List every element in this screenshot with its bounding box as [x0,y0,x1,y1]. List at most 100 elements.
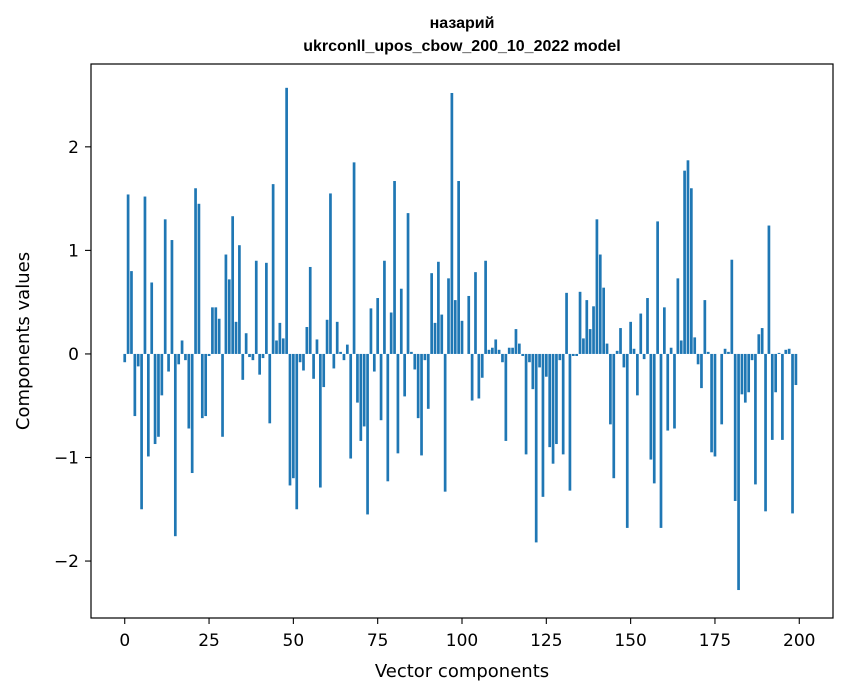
bar-146 [615,350,619,354]
bar-48 [285,87,288,354]
bar-74 [372,353,376,372]
bar-63 [335,321,339,354]
bar-60 [325,319,329,354]
bar-122 [534,353,538,543]
bar-88 [420,353,423,456]
bar-97 [450,92,454,354]
bar-34 [238,245,241,354]
bar-58 [319,353,322,488]
bar-27 [214,307,218,354]
bar-189 [760,328,764,354]
bar-6 [143,196,147,354]
bar-160 [663,307,666,354]
bar-8 [150,282,154,354]
bar-102 [467,295,471,354]
bar-49 [288,353,292,486]
bar-144 [609,353,612,425]
bar-120 [528,353,531,363]
bar-62 [332,353,336,369]
bar-171 [700,353,703,389]
bar-140 [595,219,599,354]
bar-145 [612,353,616,479]
bar-178 [723,348,727,354]
bar-106 [480,353,484,378]
y-axis-label: Components values [13,252,34,430]
bar-107 [484,260,487,354]
bar-151 [632,348,636,354]
bar-92 [433,322,437,354]
chart-title-line-1: назарий [430,15,495,32]
bar-161 [666,353,670,431]
bar-117 [517,343,521,354]
bar-167 [686,160,690,354]
bar-90 [426,353,430,409]
bar-78 [386,353,390,482]
bar-13 [167,353,170,372]
bar-115 [511,347,514,354]
bar-30 [224,254,228,354]
bar-59 [322,353,326,388]
bar-104 [474,272,477,354]
bar-195 [781,353,784,440]
bar-47 [281,338,285,354]
bar-196 [784,349,788,354]
bar-134 [575,353,579,357]
bar-68 [352,162,356,354]
bar-52 [298,353,302,363]
bar-137 [585,300,589,354]
bar-46 [278,322,282,354]
bar-130 [561,353,565,455]
bar-166 [683,170,686,354]
bar-197 [787,348,791,354]
bar-40 [258,353,261,375]
x-axis-ticks: 0 25 50 75 100 125 150 175 200 [119,618,815,651]
bar-136 [582,338,585,354]
bar-199 [794,353,798,386]
x-tick-label: 200 [783,631,815,651]
bar-20 [190,353,194,474]
bar-143 [605,343,609,354]
bar-129 [558,353,562,361]
bar-64 [339,351,342,354]
x-tick-label: 125 [530,631,562,651]
x-tick-label: 75 [367,631,389,651]
bar-54 [305,327,309,354]
bar-175 [713,353,717,457]
bar-113 [504,353,508,441]
bar-165 [679,340,683,354]
bar-17 [180,340,184,354]
bar-41 [261,353,265,359]
bar-155 [646,298,649,354]
bar-80 [393,181,396,354]
bar-132 [568,353,572,491]
bar-111 [497,349,501,354]
bar-187 [754,353,757,485]
bar-67 [349,353,353,459]
bar-18 [184,353,187,361]
bar-61 [329,193,332,354]
bar-36 [244,333,248,354]
bar-31 [227,279,231,354]
bar-14 [170,240,174,354]
bar-103 [470,353,474,401]
bar-93 [437,261,440,354]
bar-182 [737,353,740,591]
bar-131 [565,292,568,354]
x-tick-label: 50 [283,631,305,651]
bar-123 [538,353,541,368]
bar-32 [231,216,235,354]
bar-193 [774,353,778,393]
bar-156 [649,353,653,460]
bar-23 [200,353,204,419]
bar-69 [356,353,359,403]
bar-153 [639,313,643,354]
bar-179 [727,351,730,354]
bar-180 [730,259,734,354]
bar-194 [777,352,781,354]
bar-2 [130,271,133,354]
bar-86 [413,353,417,370]
bar-192 [770,353,774,440]
bar-56 [312,353,315,379]
bar-121 [531,353,535,390]
